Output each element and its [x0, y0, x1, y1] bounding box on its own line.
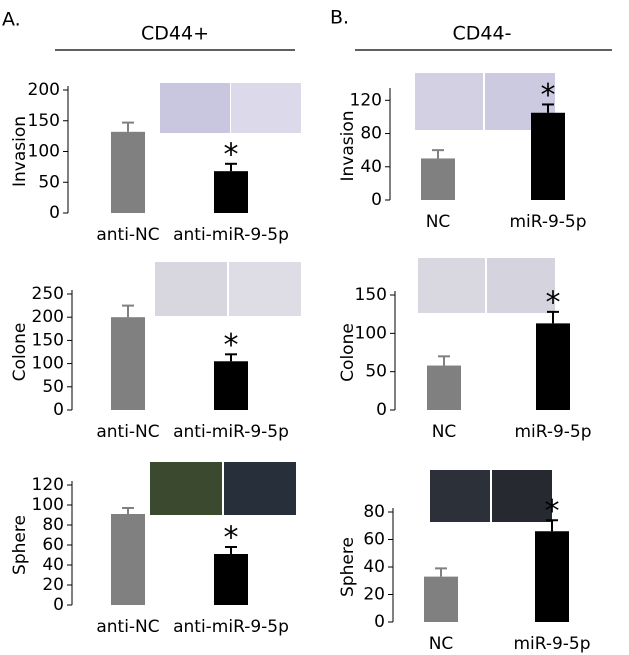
image — [415, 73, 483, 130]
x-tick-label: miR-9-5p — [513, 634, 590, 654]
y-tick-label: 40 — [42, 555, 64, 575]
y-tick-label: 80 — [360, 124, 382, 144]
y-tick-label: 200 — [32, 307, 64, 327]
bar — [531, 112, 565, 200]
y-tick-label: 20 — [363, 585, 385, 605]
x-tick-label: NC — [432, 422, 457, 442]
y-axis-label: Sphere — [10, 515, 30, 575]
x-tick-label: miR-9-5p — [509, 212, 586, 232]
bar — [536, 323, 570, 410]
y-axis-label: Invasion — [10, 116, 30, 187]
x-tick-label: anti-miR-9-5p — [173, 422, 289, 442]
significance-mark: * — [224, 328, 239, 363]
y-tick-label: 150 — [355, 285, 387, 305]
y-tick-label: 50 — [38, 172, 60, 192]
y-tick-label: 80 — [42, 515, 64, 535]
y-axis-label: Invasion — [338, 110, 358, 181]
bar — [214, 361, 248, 410]
y-tick-label: 50 — [42, 377, 64, 397]
panel-label: A. — [2, 9, 21, 31]
y-axis-label: Colone — [338, 323, 358, 382]
bar — [424, 576, 458, 622]
y-tick-label: 0 — [53, 595, 64, 615]
image — [487, 258, 555, 313]
y-tick-label: 150 — [32, 330, 64, 350]
micrographs — [150, 73, 555, 522]
y-tick-label: 20 — [42, 575, 64, 595]
x-tick-label: NC — [429, 634, 454, 654]
y-axis-label: Sphere — [338, 537, 358, 597]
significance-mark: * — [224, 137, 239, 172]
x-tick-label: anti-miR-9-5p — [173, 617, 289, 637]
panel-title: CD44+ — [141, 23, 209, 45]
image — [224, 462, 296, 515]
x-tick-label: anti-NC — [96, 617, 159, 637]
bar — [111, 131, 145, 213]
significance-mark: * — [224, 521, 239, 556]
bar — [427, 365, 461, 410]
y-tick-label: 60 — [42, 535, 64, 555]
y-tick-label: 0 — [374, 612, 385, 632]
x-tick-label: NC — [426, 212, 451, 232]
y-tick-label: 120 — [350, 90, 382, 110]
image — [155, 262, 227, 316]
x-tick-label: anti-miR-9-5p — [173, 225, 289, 245]
y-tick-label: 0 — [53, 400, 64, 420]
panel-label: B. — [330, 7, 349, 29]
y-tick-label: 100 — [32, 495, 64, 515]
bar — [535, 531, 569, 622]
y-tick-label: 120 — [32, 475, 64, 495]
x-tick-label: anti-NC — [96, 422, 159, 442]
y-tick-label: 0 — [371, 190, 382, 210]
x-tick-label: anti-NC — [96, 225, 159, 245]
y-tick-label: 40 — [363, 557, 385, 577]
image — [160, 83, 230, 133]
y-tick-label: 80 — [363, 502, 385, 522]
y-tick-label: 200 — [28, 80, 60, 100]
y-tick-label: 100 — [355, 323, 387, 343]
y-tick-label: 100 — [28, 142, 60, 162]
significance-mark: * — [546, 285, 561, 320]
bar — [421, 158, 455, 200]
y-tick-label: 0 — [49, 203, 60, 223]
image — [150, 462, 222, 515]
image — [430, 470, 490, 522]
y-tick-label: 150 — [28, 111, 60, 131]
panel-title: CD44- — [453, 23, 512, 45]
image — [418, 258, 485, 313]
significance-mark: * — [541, 78, 556, 113]
y-tick-label: 250 — [32, 284, 64, 304]
y-axis-label: Colone — [10, 323, 30, 382]
image — [492, 470, 552, 522]
bar — [111, 514, 145, 605]
y-tick-label: 50 — [365, 362, 387, 382]
bar — [111, 317, 145, 410]
image — [231, 83, 301, 133]
y-tick-label: 40 — [360, 157, 382, 177]
image — [229, 262, 301, 316]
y-tick-label: 0 — [376, 400, 387, 420]
y-tick-label: 60 — [363, 530, 385, 550]
significance-mark: * — [545, 494, 560, 529]
bar — [214, 554, 248, 605]
bar — [214, 171, 248, 213]
x-tick-label: miR-9-5p — [514, 422, 591, 442]
y-tick-label: 100 — [32, 354, 64, 374]
